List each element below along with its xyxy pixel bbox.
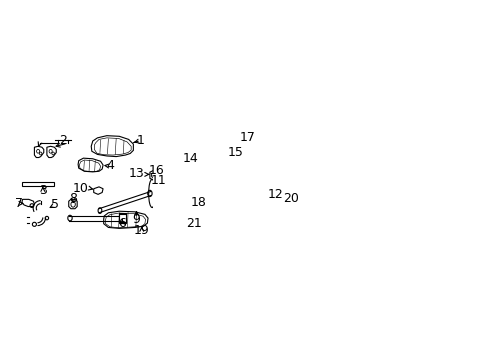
Text: 13: 13 [128,167,144,180]
Text: 10: 10 [73,182,88,195]
Text: 8: 8 [69,192,77,205]
Text: 15: 15 [227,146,243,159]
Text: 14: 14 [182,152,198,165]
Text: 5: 5 [51,198,59,211]
Text: 3: 3 [39,184,47,197]
Text: 4: 4 [106,159,114,172]
Text: 16: 16 [148,163,164,176]
Text: 1: 1 [136,134,144,147]
Text: 2: 2 [59,134,67,147]
Text: 17: 17 [240,131,256,144]
Text: 7: 7 [15,197,23,210]
Text: 6: 6 [118,217,126,230]
Text: 11: 11 [150,174,166,187]
Bar [119,213,126,223]
Text: 19: 19 [134,224,149,237]
Text: 21: 21 [186,217,202,230]
Text: 18: 18 [191,196,206,209]
Text: 20: 20 [283,192,299,205]
Text: 9: 9 [132,212,140,225]
Text: 12: 12 [267,189,283,202]
